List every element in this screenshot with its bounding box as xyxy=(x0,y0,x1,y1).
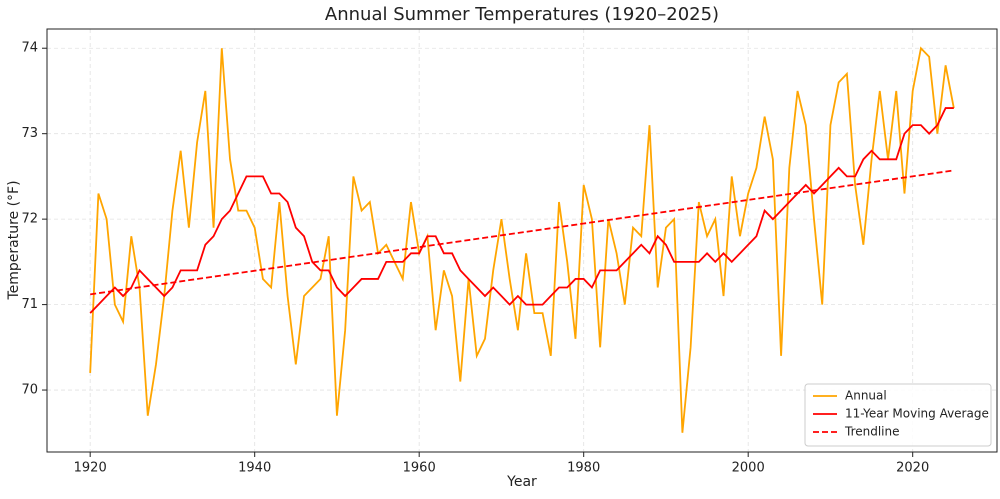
x-tick-label: 1980 xyxy=(567,461,600,476)
legend-label: Trendline xyxy=(844,425,900,439)
plot-frame xyxy=(46,28,998,453)
series-line xyxy=(89,107,954,314)
y-tick-label: 71 xyxy=(21,297,38,312)
x-tick-label: 1940 xyxy=(238,461,271,476)
legend-label: 11-Year Moving Average xyxy=(845,407,989,421)
y-tick-label: 70 xyxy=(21,383,38,398)
x-tick-label: 1920 xyxy=(74,461,107,476)
x-axis-label: Year xyxy=(506,474,537,490)
x-tick-label: 2020 xyxy=(896,461,929,476)
legend-label: Annual xyxy=(845,389,887,403)
x-tick-label: 1960 xyxy=(403,461,436,476)
y-tick-label: 74 xyxy=(21,41,38,56)
y-tick-label: 72 xyxy=(21,212,38,227)
x-tick-label: 2000 xyxy=(732,461,765,476)
chart-title: Annual Summer Temperatures (1920–2025) xyxy=(325,4,719,25)
legend: Annual 11-Year Moving Average Trendline xyxy=(804,383,992,447)
series-line xyxy=(89,46,955,433)
legend-box xyxy=(804,383,992,447)
y-tick-label: 73 xyxy=(21,126,38,141)
series-line xyxy=(90,169,954,296)
y-axis-label: Temperature (°F) xyxy=(6,180,22,300)
